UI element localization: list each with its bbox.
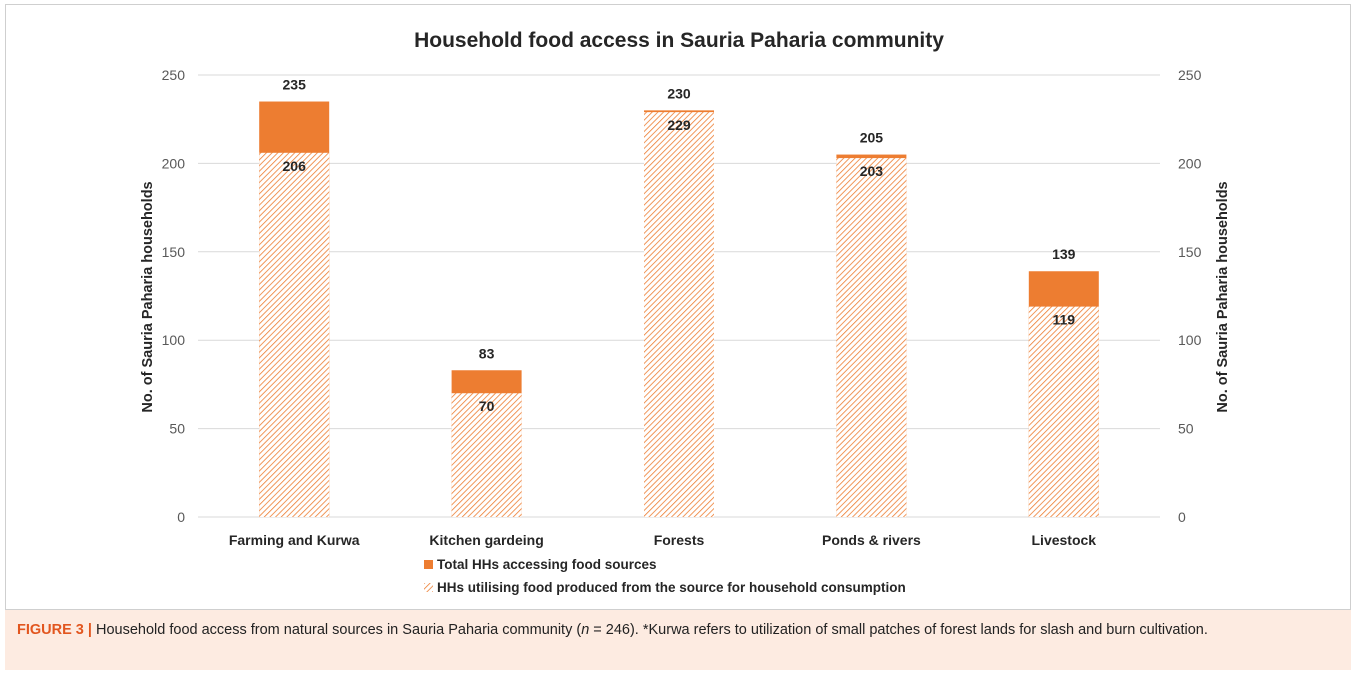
y-tick-label-left: 100 (162, 332, 186, 348)
data-label-total: 235 (283, 77, 307, 93)
data-label-utilised: 70 (479, 398, 495, 414)
bar-utilised (644, 112, 714, 518)
y-tick-label-left: 0 (177, 509, 185, 525)
legend-swatch-total (424, 560, 433, 569)
x-category-label: Farming and Kurwa (229, 532, 360, 548)
y-tick-label-left: 250 (162, 67, 186, 83)
data-labels: 235 206 83 70 230 229 205 203 139 119 (283, 77, 1076, 415)
data-label-utilised: 229 (667, 117, 691, 133)
x-category-label: Ponds & rivers (822, 532, 921, 548)
y-tick-label-left: 200 (162, 155, 186, 171)
data-label-utilised: 119 (1053, 312, 1076, 328)
y-axis-label-right: No. of Sauria Paharia households (1215, 181, 1231, 412)
legend: Total HHs accessing food sources HHs util… (424, 557, 906, 595)
chart: Household food access in Sauria Paharia … (140, 29, 1231, 595)
data-label-total: 205 (860, 130, 884, 146)
chart-title: Household food access in Sauria Paharia … (414, 29, 944, 52)
data-label-total: 83 (479, 345, 495, 361)
caption-text-after: = 246). *Kurwa refers to utilization of … (589, 622, 1208, 638)
legend-swatch-utilised (424, 583, 433, 592)
y-axis-right: 0 50 100 150 200 250 (1178, 67, 1202, 525)
caption-n-symbol: n (581, 622, 590, 638)
y-tick-label-right: 100 (1178, 332, 1202, 348)
legend-label-total: Total HHs accessing food sources (437, 557, 657, 572)
y-tick-label-right: 50 (1178, 421, 1194, 437)
y-tick-label-right: 250 (1178, 67, 1202, 83)
bar-utilised (836, 158, 907, 517)
y-tick-label-left: 50 (169, 421, 185, 437)
bar-utilised (259, 152, 330, 518)
data-label-utilised: 206 (283, 158, 307, 174)
x-category-label: Livestock (1032, 532, 1097, 548)
x-axis-categories: Farming and Kurwa Kitchen gardeing Forests… (229, 532, 1096, 548)
figure-caption: FIGURE 3 | Household food access from na… (5, 610, 1351, 670)
data-label-utilised: 203 (860, 163, 884, 179)
data-label-total: 139 (1052, 246, 1076, 262)
legend-label-utilised: HHs utilising food produced from the sou… (437, 580, 906, 595)
bars (259, 101, 1099, 518)
y-axis-label-left: No. of Sauria Paharia households (140, 181, 156, 412)
x-category-label: Forests (654, 532, 705, 548)
bar-utilised (451, 393, 522, 517)
y-tick-label-right: 150 (1178, 244, 1202, 260)
y-tick-label-right: 0 (1178, 509, 1186, 525)
data-label-total: 230 (667, 85, 691, 101)
y-axis-left: 0 50 100 150 200 250 (162, 67, 186, 525)
x-category-label: Kitchen gardeing (429, 532, 543, 548)
bar-utilised (1028, 306, 1099, 517)
y-tick-label-left: 150 (162, 244, 186, 260)
y-tick-label-right: 200 (1178, 155, 1202, 171)
caption-text-before: Household food access from natural sourc… (91, 622, 582, 638)
figure-label: FIGURE 3 | (17, 622, 92, 638)
